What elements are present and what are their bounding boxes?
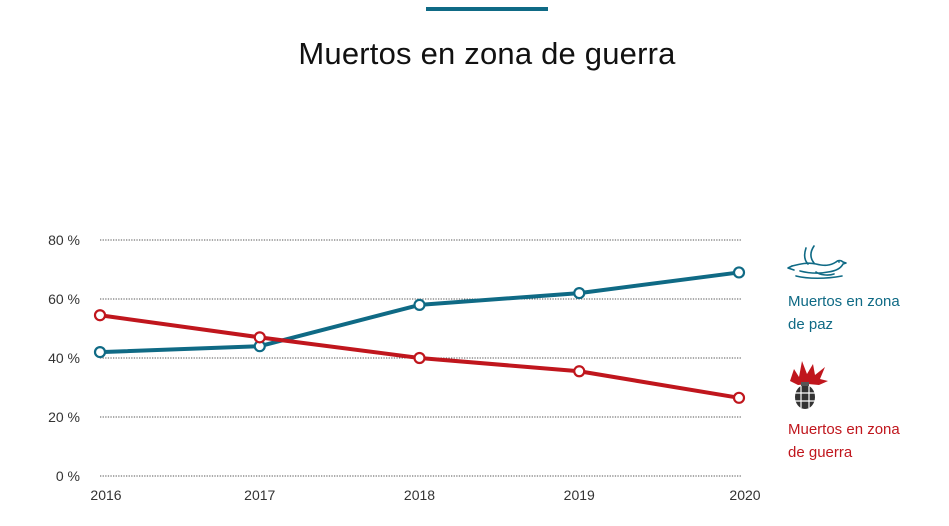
- data-point-war: [413, 351, 426, 365]
- y-tick-label: 20 %: [48, 409, 80, 425]
- dove-icon: [786, 244, 850, 289]
- x-tick-label: 2019: [564, 487, 595, 503]
- data-point-war: [253, 331, 266, 344]
- data-point-war: [732, 391, 746, 404]
- legend-peace: Muertos en zona de paz: [788, 290, 938, 336]
- x-tick-label: 2018: [404, 487, 435, 503]
- legend-war: Muertos en zona de guerra: [788, 418, 938, 464]
- x-tick-label: 2017: [244, 487, 275, 503]
- x-tick-label: 2016: [90, 487, 121, 503]
- y-tick-label: 0 %: [56, 468, 80, 484]
- y-tick-label: 80 %: [48, 232, 80, 248]
- chart-title: Muertos en zona de guerra: [298, 36, 676, 71]
- data-point-peace: [573, 287, 586, 300]
- data-point-peace: [413, 298, 426, 311]
- data-point-war: [573, 365, 586, 378]
- data-point-war: [93, 309, 107, 322]
- bomb-explosion-icon: [786, 357, 830, 420]
- data-point-peace: [93, 346, 107, 359]
- x-tick-label: 2020: [729, 487, 760, 503]
- title-accent-rule: [426, 7, 548, 11]
- legend-peace-line1: Muertos en zona: [788, 293, 900, 310]
- legend-war-line2: de guerra: [788, 444, 853, 461]
- y-tick-label: 40 %: [48, 350, 80, 366]
- legend-war-line1: Muertos en zona: [788, 421, 900, 438]
- series-line-peace: [98, 270, 741, 355]
- data-point-peace: [732, 266, 746, 279]
- y-tick-label: 60 %: [48, 291, 80, 307]
- legend-peace-line2: de paz: [788, 316, 834, 333]
